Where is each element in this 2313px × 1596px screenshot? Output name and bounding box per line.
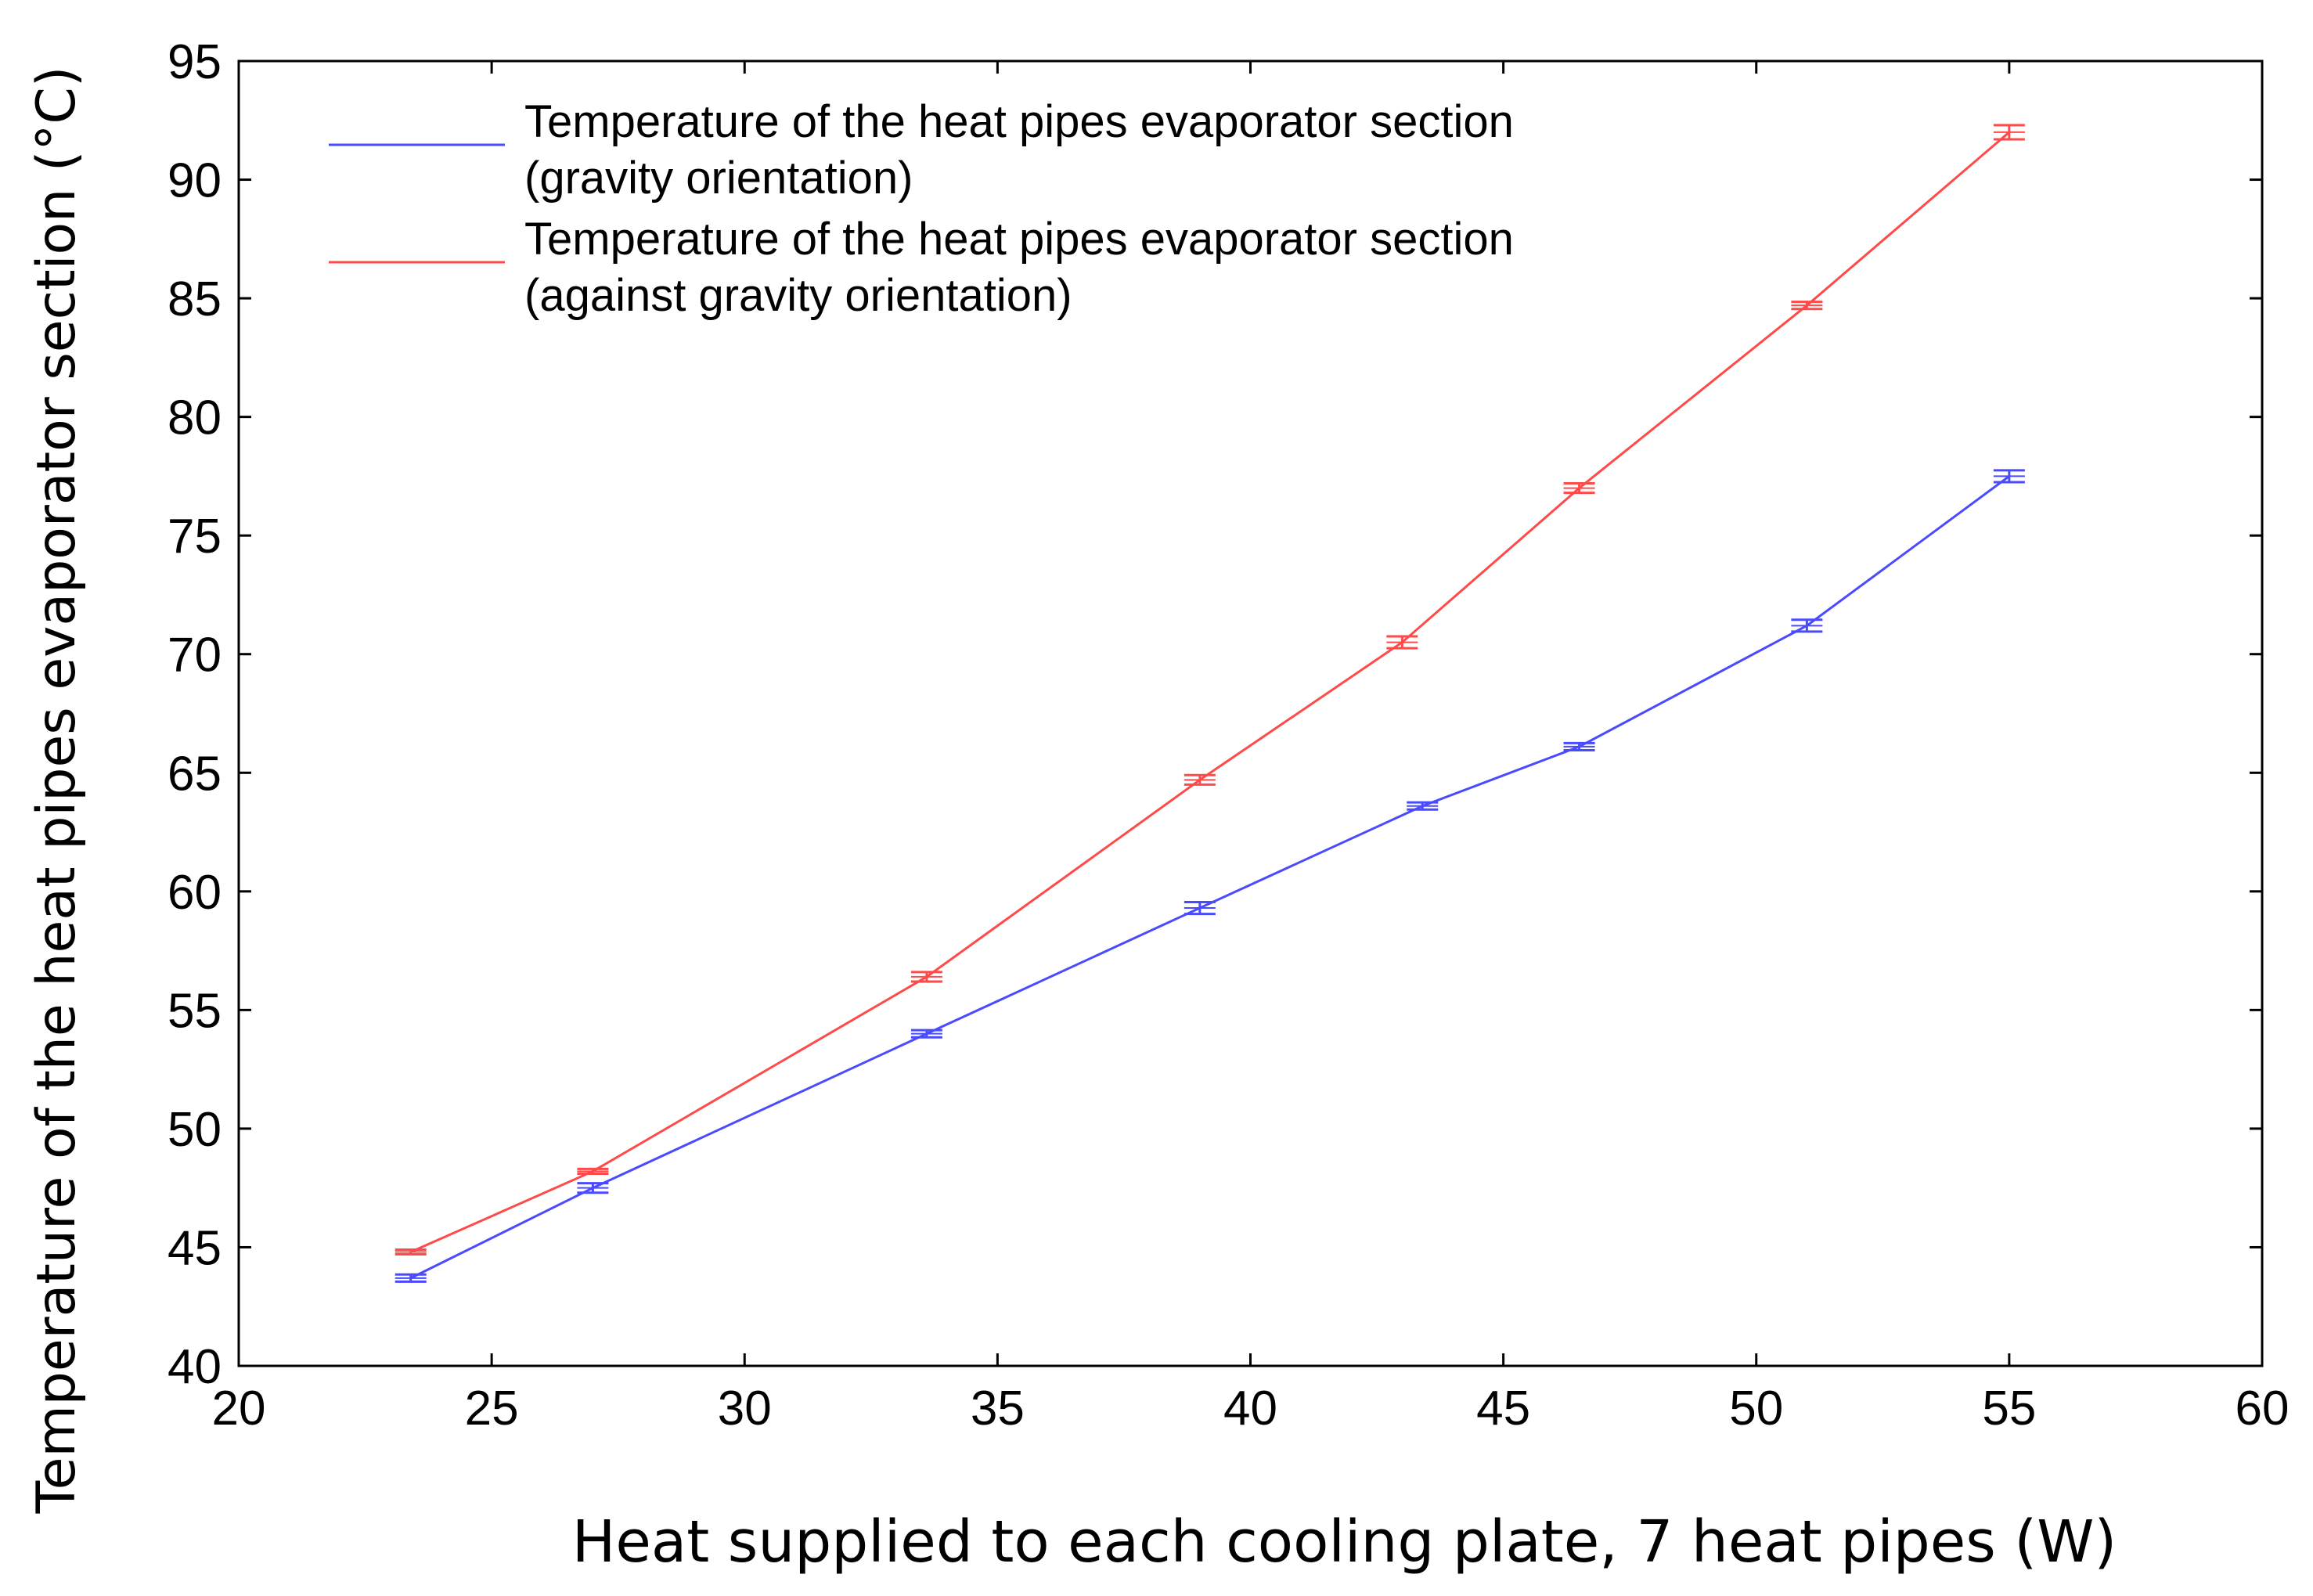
series-line	[410, 131, 2010, 1253]
error-bar	[1993, 469, 2025, 484]
x-axis-label: Heat supplied to each cooling plate, 7 h…	[572, 1508, 2117, 1576]
y-tick-label: 95	[168, 35, 222, 89]
x-tick-label: 35	[971, 1382, 1025, 1436]
legend-entry-1: Temperature of the heat pipes evaporator…	[329, 96, 1514, 204]
x-tick-label: 40	[1223, 1382, 1277, 1436]
error-bar	[910, 1029, 942, 1039]
error-bar	[1563, 741, 1595, 751]
error-bar	[1407, 801, 1439, 811]
error-bar	[1791, 301, 1823, 311]
legend-label: Temperature of the heat pipes evaporator…	[524, 214, 1514, 265]
y-tick-label: 45	[168, 1221, 222, 1275]
axis-ticks: 20 25 30 35 40 45 50 55 60 40 45 50 55 60 65 70 75 80 85 90…	[168, 35, 2289, 1436]
error-bar	[1563, 482, 1595, 495]
error-bar	[395, 1248, 427, 1256]
y-tick-label: 55	[168, 984, 222, 1038]
error-bar	[910, 971, 942, 983]
error-bar	[1184, 900, 1216, 916]
series-layer	[395, 124, 2025, 1283]
y-tick-label: 70	[168, 629, 222, 683]
x-tick-label: 25	[465, 1382, 519, 1436]
y-tick-label: 50	[168, 1103, 222, 1157]
y-tick-label: 85	[168, 272, 222, 326]
legend-label: (against gravity orientation)	[524, 270, 1072, 321]
x-tick-label: 55	[1982, 1382, 2036, 1436]
x-tick-label: 20	[212, 1382, 266, 1436]
x-tick-label: 30	[718, 1382, 772, 1436]
error-bar	[1184, 773, 1216, 786]
x-tick-label: 60	[2236, 1382, 2290, 1436]
y-tick-label: 80	[168, 391, 222, 445]
error-bar	[577, 1182, 609, 1194]
y-axis-label: Temperature of the heat pipes evaporator…	[26, 67, 88, 1515]
y-tick-label: 90	[168, 154, 222, 208]
error-bar	[1386, 635, 1418, 650]
error-bar	[577, 1167, 609, 1175]
series-line	[410, 475, 2010, 1280]
x-tick-label: 45	[1476, 1382, 1530, 1436]
y-tick-label: 60	[168, 866, 222, 920]
legend-entry-2: Temperature of the heat pipes evaporator…	[329, 214, 1514, 321]
y-tick-label: 65	[168, 747, 222, 801]
series-1	[395, 469, 2025, 1283]
series-2	[395, 124, 2025, 1256]
legend-label: (gravity orientation)	[524, 153, 913, 204]
y-tick-label: 40	[168, 1340, 222, 1394]
error-bar	[395, 1273, 427, 1283]
error-bar	[1791, 618, 1823, 633]
x-tick-label: 50	[1729, 1382, 1783, 1436]
legend-label: Temperature of the heat pipes evaporator…	[524, 96, 1514, 147]
legend: Temperature of the heat pipes evaporator…	[329, 96, 1514, 321]
y-tick-label: 75	[168, 510, 222, 564]
error-bar	[1993, 124, 2025, 141]
